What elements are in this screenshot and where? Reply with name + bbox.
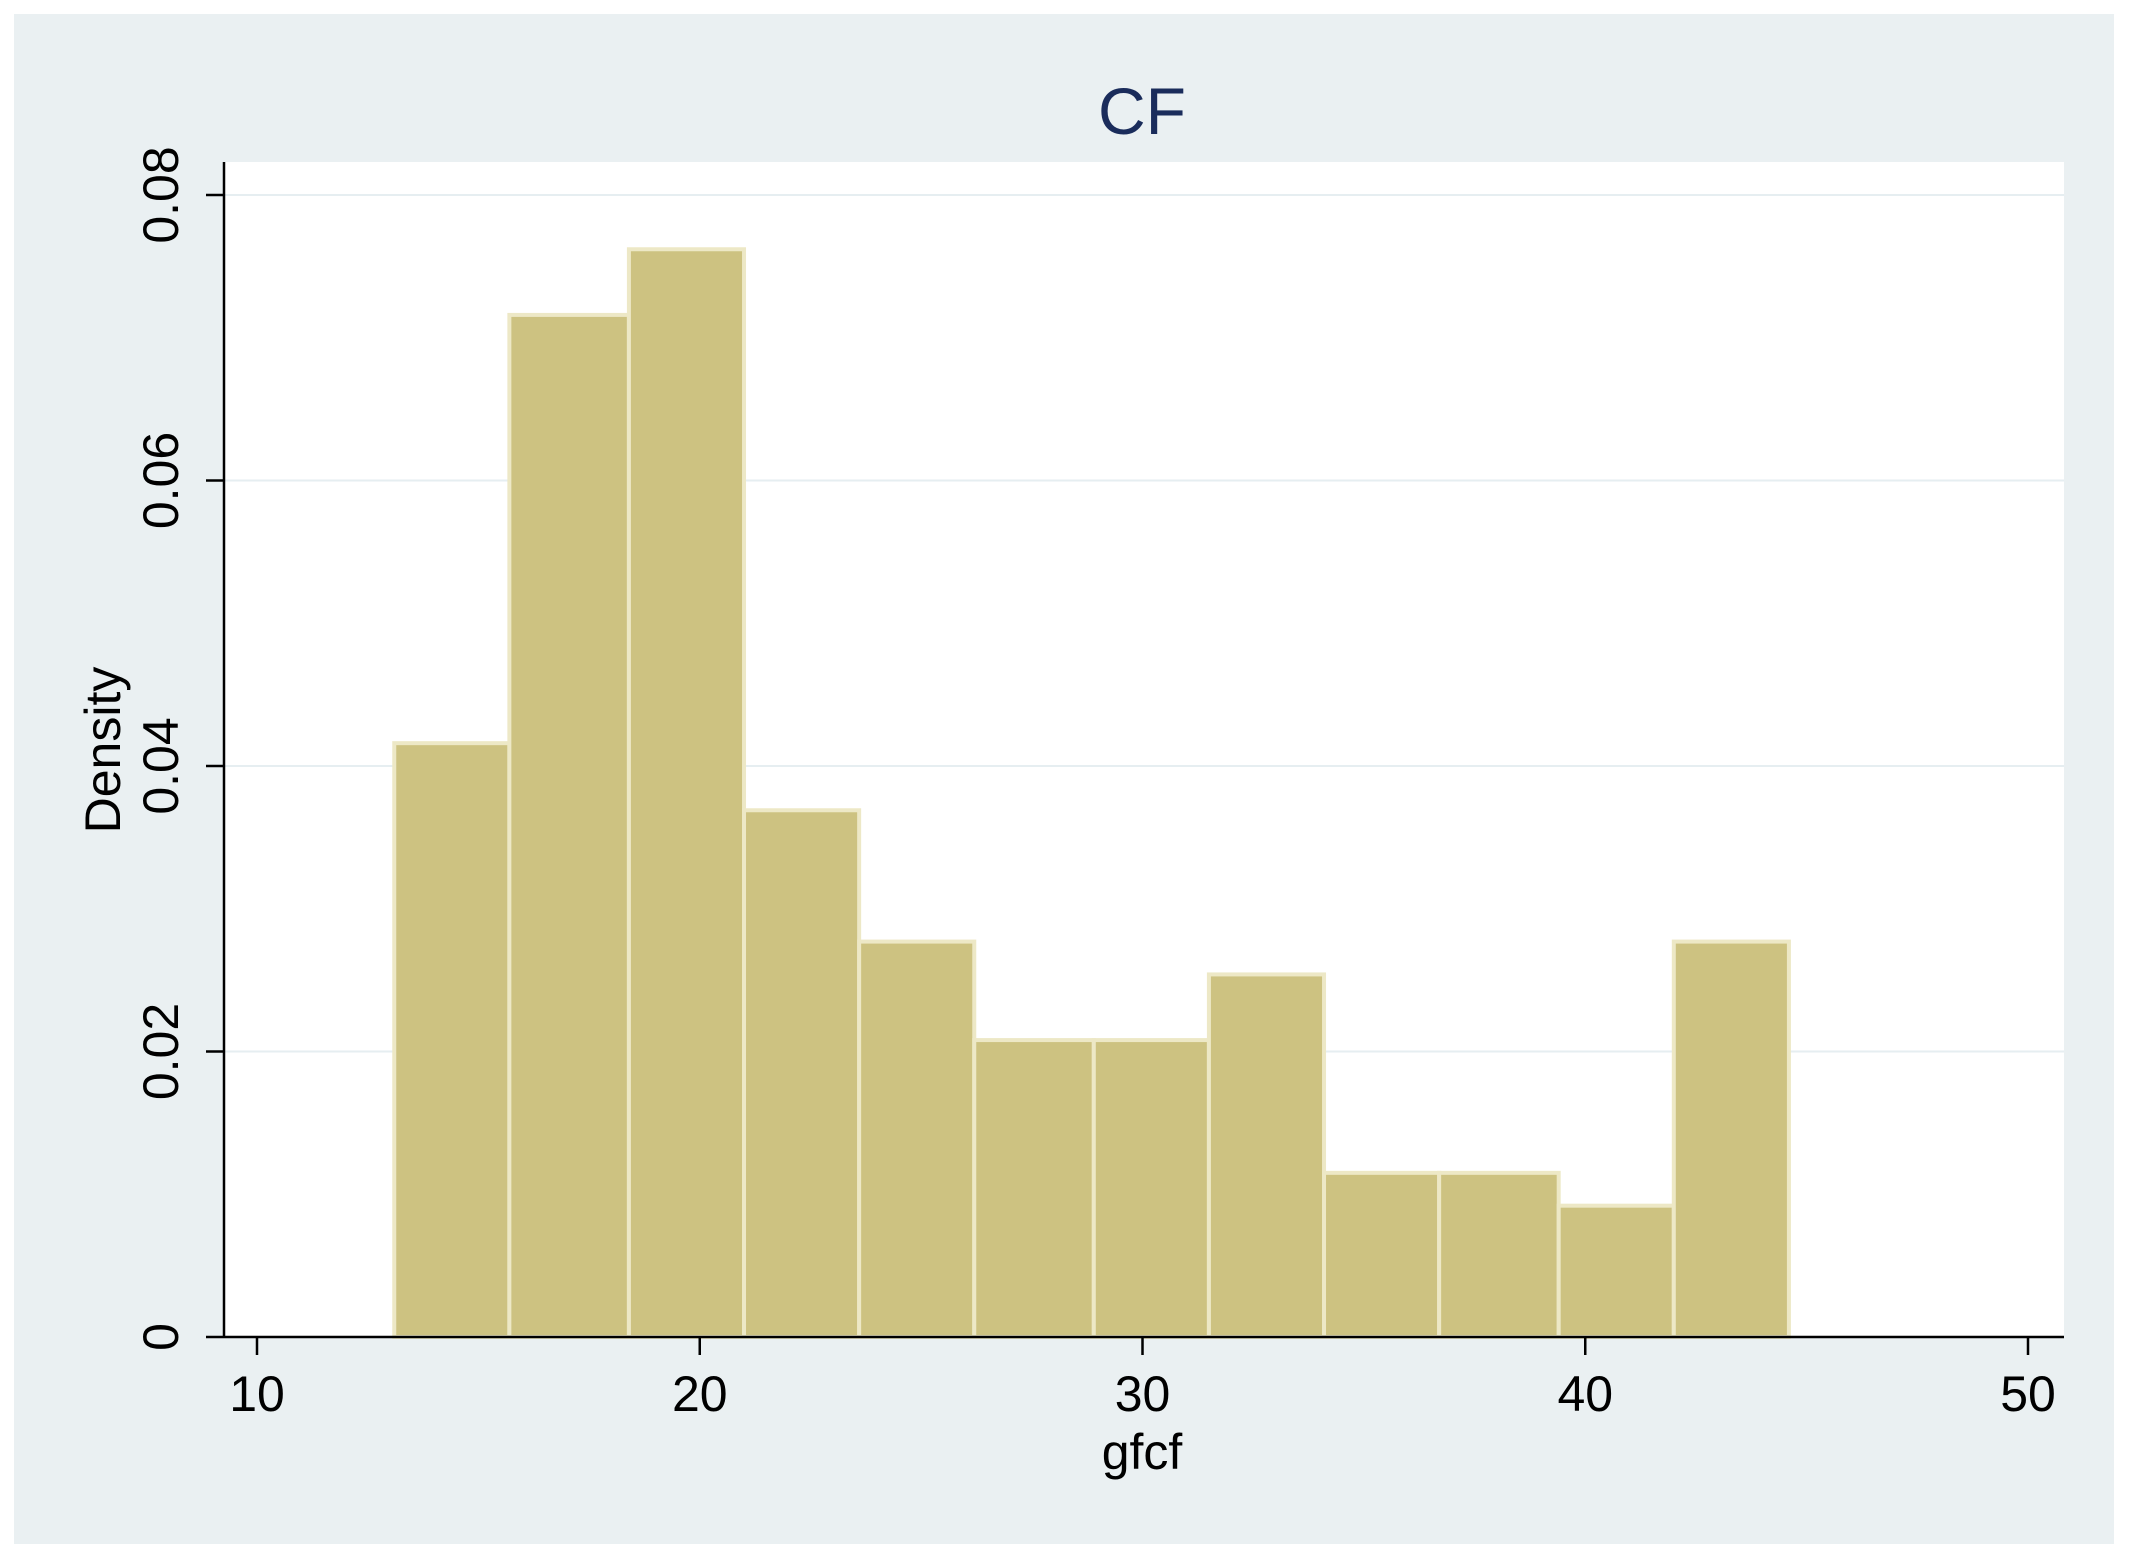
y-tick-label: 0.06 [133,432,189,529]
histogram-bar [857,939,977,1340]
x-ticks: 10 20 30 40 50 [229,1337,2056,1422]
histogram-bar [626,247,747,1339]
y-tick-label: 0.08 [133,146,189,243]
y-tick-label: 0 [133,1323,189,1351]
histogram-bar [1556,1203,1676,1340]
histogram-bar [1322,1170,1442,1340]
y-tick-label: 0.04 [133,717,189,814]
y-ticks: 0 0.02 0.04 0.06 0.08 [133,146,224,1351]
histogram-bar [972,1038,1096,1339]
x-axis-label: gfcf [1102,1424,1183,1480]
histogram-bar [507,312,631,1340]
x-tick-label: 10 [229,1366,285,1422]
histogram-bar [742,808,862,1339]
y-axis-label: Density [75,667,131,834]
histogram-bar [392,741,512,1339]
x-tick-label: 50 [2000,1366,2056,1422]
x-tick-label: 40 [1557,1366,1613,1422]
histogram-bar [1091,1038,1211,1339]
histogram-bar [1206,972,1327,1339]
chart-title: CF [1098,74,1186,148]
y-tick-label: 0.02 [133,1003,189,1100]
x-tick-label: 20 [672,1366,728,1422]
histogram-bar [1437,1170,1561,1340]
histogram-bar [1671,939,1791,1340]
x-tick-label: 30 [1115,1366,1171,1422]
axes [222,162,2064,1339]
